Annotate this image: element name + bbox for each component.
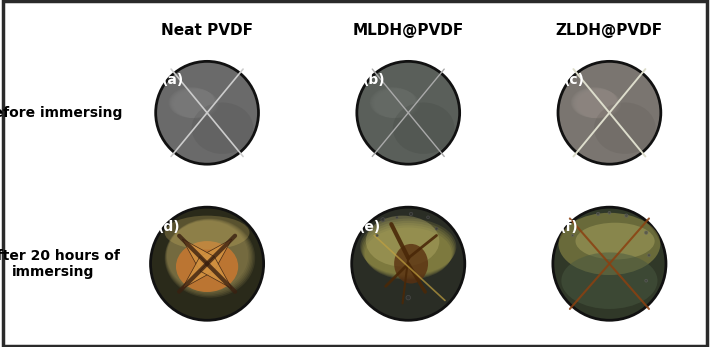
Ellipse shape [167,221,248,290]
Ellipse shape [171,88,217,118]
Circle shape [376,234,378,237]
Text: (c): (c) [564,73,585,87]
Ellipse shape [594,102,655,154]
Ellipse shape [571,87,617,118]
Circle shape [553,207,666,320]
Circle shape [645,279,648,282]
Ellipse shape [172,88,217,118]
Ellipse shape [371,88,417,118]
Circle shape [357,61,459,164]
Ellipse shape [575,89,621,119]
Circle shape [572,234,574,237]
Ellipse shape [574,88,620,118]
Ellipse shape [192,102,253,154]
Polygon shape [182,256,214,288]
Ellipse shape [394,244,428,283]
Text: After 20 hours of
immersing: After 20 hours of immersing [0,248,120,279]
Circle shape [596,212,600,215]
Circle shape [645,231,648,234]
Circle shape [406,295,410,300]
Ellipse shape [370,87,416,118]
Ellipse shape [364,225,453,278]
Text: (e): (e) [359,220,381,234]
Circle shape [427,216,430,219]
Text: ZLDH@PVDF: ZLDH@PVDF [556,23,663,38]
Ellipse shape [374,89,419,119]
Circle shape [435,227,438,230]
Ellipse shape [371,87,417,118]
Ellipse shape [362,223,454,277]
Circle shape [625,214,628,217]
Polygon shape [200,256,232,288]
Ellipse shape [168,87,215,118]
Ellipse shape [562,252,657,309]
Circle shape [395,216,398,219]
Text: MLDH@PVDF: MLDH@PVDF [353,23,464,38]
Ellipse shape [170,88,216,118]
Text: (b): (b) [363,73,386,87]
Ellipse shape [576,223,655,260]
Circle shape [151,207,263,320]
Text: (d): (d) [158,220,180,234]
Ellipse shape [165,215,249,249]
Ellipse shape [366,215,439,266]
Ellipse shape [166,220,251,294]
Circle shape [410,212,413,215]
Text: (f): (f) [559,220,579,234]
Ellipse shape [572,87,618,118]
Ellipse shape [167,220,249,292]
Ellipse shape [373,88,418,118]
Circle shape [155,61,258,164]
Polygon shape [182,239,214,271]
Ellipse shape [173,89,218,119]
Ellipse shape [165,219,253,296]
Ellipse shape [393,102,454,154]
Circle shape [381,218,385,222]
Ellipse shape [165,219,255,298]
Ellipse shape [361,221,455,276]
Circle shape [558,61,661,164]
Text: Before immersing: Before immersing [0,106,123,120]
Ellipse shape [360,219,457,275]
Ellipse shape [365,228,452,280]
Circle shape [608,211,611,214]
Circle shape [351,207,465,320]
Ellipse shape [170,87,215,118]
Ellipse shape [176,241,238,292]
Ellipse shape [573,88,618,118]
Polygon shape [200,239,232,271]
Ellipse shape [574,88,619,118]
Circle shape [648,254,650,257]
Text: (a): (a) [162,73,184,87]
Ellipse shape [559,213,660,275]
Text: Neat PVDF: Neat PVDF [161,23,253,38]
Ellipse shape [165,219,252,295]
Ellipse shape [372,88,418,118]
